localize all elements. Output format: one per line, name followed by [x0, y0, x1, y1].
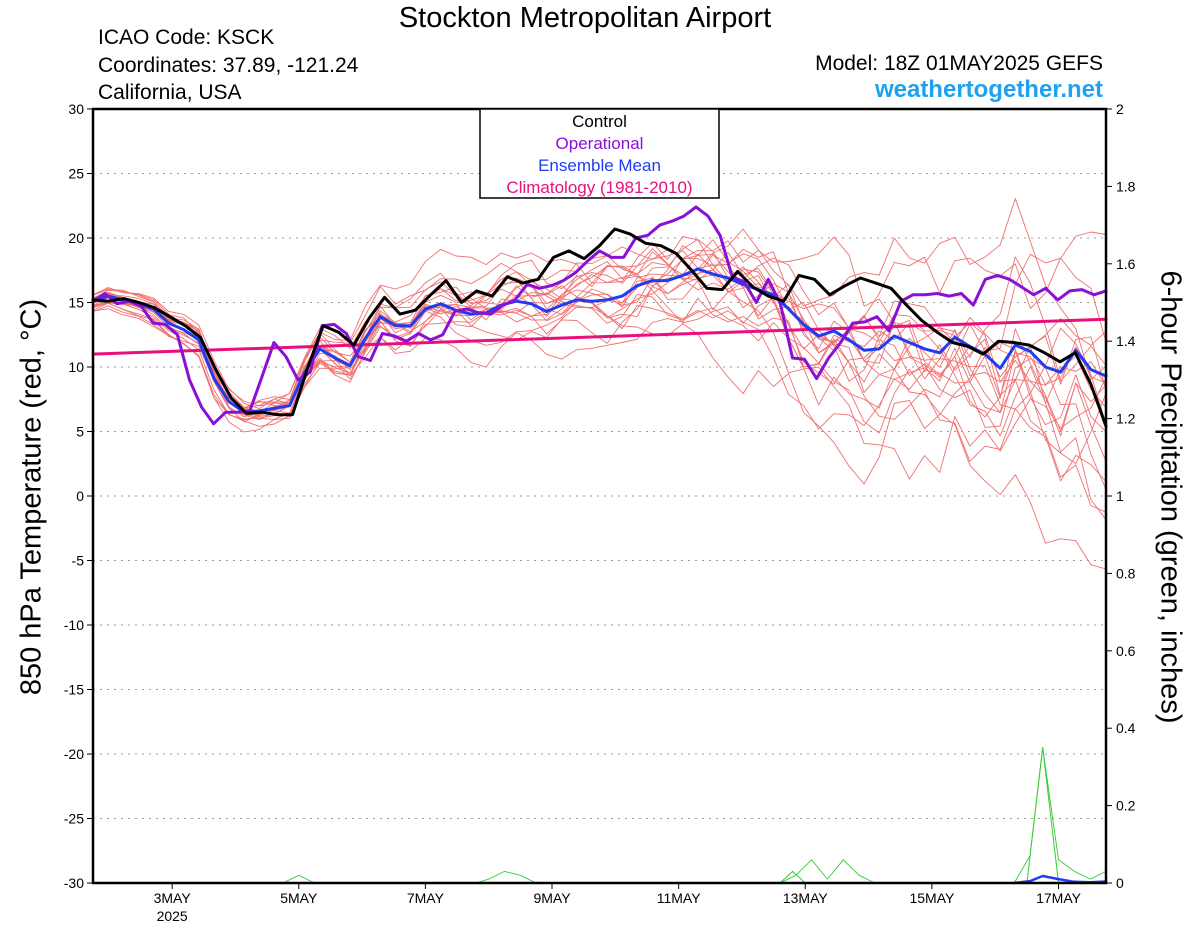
- legend-entry: Operational: [556, 134, 644, 153]
- legend-entry: Ensemble Mean: [538, 156, 661, 175]
- precip-member-line: [1013, 747, 1107, 884]
- ensemble-member-line: [92, 236, 1107, 513]
- y-axis-left: 30 25 20 15 10 5 0 -5 -10 -15 -20 -25 -30: [64, 101, 93, 891]
- ensemble-member-line: [92, 198, 1107, 414]
- site-link[interactable]: weathertogether.net: [874, 76, 1103, 103]
- y-tick-label: 20: [68, 230, 84, 246]
- icao-code: ICAO Code: KSCK: [98, 26, 275, 49]
- model-label: Model: 18Z 01MAY2025 GEFS: [815, 52, 1103, 75]
- ensemble-member-line: [92, 253, 1107, 465]
- x-axis: 3MAY 2025 5MAY 7MAY 9MAY 11MAY 13MAY 15MAY 17MAY: [154, 883, 1082, 924]
- ensemble-member-line: [92, 246, 1107, 433]
- legend-entry: Climatology (1981-2010): [506, 178, 692, 197]
- ensemble-members: [92, 198, 1107, 570]
- ensemble-member-line: [92, 238, 1107, 521]
- y2-tick-label: 1: [1116, 488, 1124, 504]
- region: California, USA: [98, 81, 242, 104]
- precip-member-line: [475, 870, 537, 884]
- legend-box: [479, 108, 720, 199]
- ensemble-member-line: [92, 251, 1107, 425]
- ensemble-member-line: [92, 250, 1107, 418]
- y2-tick-label: 0.2: [1116, 798, 1136, 814]
- climatology-line: [91, 317, 1108, 356]
- precip-member-line: [779, 859, 876, 884]
- ensemble-mean-line: [91, 267, 1108, 414]
- y-tick-label: -30: [64, 875, 84, 891]
- y-tick-label: -10: [64, 617, 84, 633]
- grid-lines: [93, 173, 1106, 819]
- x-tick-label: 9MAY: [533, 890, 571, 906]
- x-tick-sublabel: 2025: [157, 908, 188, 924]
- ensemble-member-line: [92, 276, 1107, 482]
- y-tick-label: -5: [72, 553, 85, 569]
- y2-tick-label: 1.6: [1116, 256, 1136, 272]
- y2-tick-label: 0.4: [1116, 720, 1136, 736]
- x-tick-label: 5MAY: [280, 890, 318, 906]
- y2-tick-label: 0: [1116, 875, 1124, 891]
- ensemble-member-line: [92, 296, 1107, 430]
- y-tick-label: -25: [64, 811, 84, 827]
- y2-tick-label: 2: [1116, 101, 1124, 117]
- x-tick-label: 17MAY: [1036, 890, 1082, 906]
- legend: Control Operational Ensemble Mean Climatolo…: [479, 108, 720, 199]
- operational-line: [91, 205, 1108, 426]
- legend-entry: Control: [572, 112, 627, 131]
- y-tick-label: -20: [64, 746, 84, 762]
- y2-tick-label: 0.6: [1116, 643, 1136, 659]
- y-tick-label: 5: [76, 424, 84, 440]
- x-tick-label: 13MAY: [783, 890, 829, 906]
- y-tick-label: 25: [68, 166, 84, 182]
- precip-lines: [92, 747, 1108, 885]
- control-line: [91, 227, 1108, 428]
- y2-tick-label: 0.8: [1116, 565, 1136, 581]
- y2-tick-label: 1.4: [1116, 333, 1136, 349]
- y-axis-right: 2 1.8 1.6 1.4 1.2 1 0.8 0.6 0.4 0.2 0: [1106, 101, 1136, 891]
- y2-tick-label: 1.2: [1116, 411, 1136, 427]
- y2-tick-label: 1.8: [1116, 178, 1136, 194]
- ensemble-member-line: [92, 248, 1107, 410]
- precip-operational-line: [92, 747, 1107, 884]
- page-title: Stockton Metropolitan Airport: [398, 2, 772, 34]
- x-tick-label: 11MAY: [657, 890, 701, 906]
- coordinates: Coordinates: 37.89, -121.24: [98, 54, 359, 77]
- y-tick-label: -15: [64, 682, 84, 698]
- y-tick-label: 0: [76, 488, 84, 504]
- ensemble-member-line: [92, 252, 1107, 416]
- y-tick-label: 15: [68, 295, 84, 311]
- x-tick-label: 15MAY: [909, 890, 955, 906]
- x-tick-label: 3MAY: [154, 890, 192, 906]
- y-tick-label: 10: [68, 359, 84, 375]
- y-tick-label: 30: [68, 101, 84, 117]
- ensemble-member-line: [92, 297, 1107, 420]
- ensemble-member-line: [92, 236, 1107, 432]
- x-tick-label: 7MAY: [407, 890, 445, 906]
